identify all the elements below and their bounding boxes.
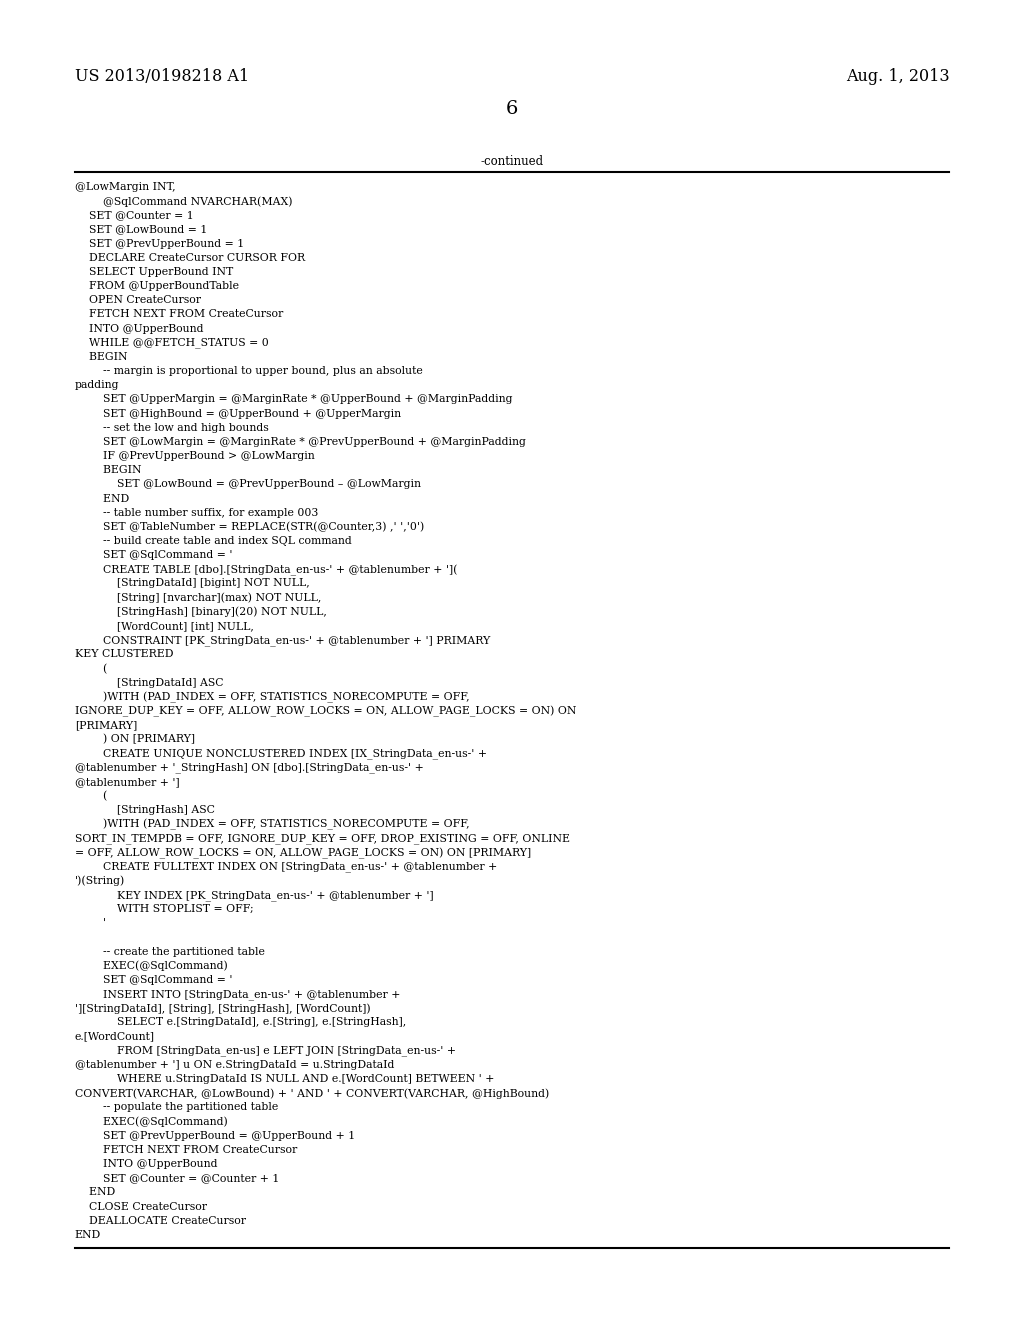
- Text: SORT_IN_TEMPDB = OFF, IGNORE_DUP_KEY = OFF, DROP_EXISTING = OFF, ONLINE: SORT_IN_TEMPDB = OFF, IGNORE_DUP_KEY = O…: [75, 833, 569, 843]
- Text: ) ON [PRIMARY]: ) ON [PRIMARY]: [75, 734, 195, 744]
- Text: IF @PrevUpperBound > @LowMargin: IF @PrevUpperBound > @LowMargin: [75, 451, 314, 461]
- Text: 6: 6: [506, 100, 518, 117]
- Text: e.[WordCount]: e.[WordCount]: [75, 1032, 155, 1041]
- Text: SET @Counter = 1: SET @Counter = 1: [75, 210, 194, 220]
- Text: @tablenumber + '_StringHash] ON [dbo].[StringData_en-us-' +: @tablenumber + '_StringHash] ON [dbo].[S…: [75, 763, 424, 774]
- Text: (: (: [75, 791, 108, 801]
- Text: -- set the low and high bounds: -- set the low and high bounds: [75, 422, 268, 433]
- Text: END: END: [75, 494, 129, 503]
- Text: -- margin is proportional to upper bound, plus an absolute: -- margin is proportional to upper bound…: [75, 366, 423, 376]
- Text: CREATE FULLTEXT INDEX ON [StringData_en-us-' + @tablenumber +: CREATE FULLTEXT INDEX ON [StringData_en-…: [75, 862, 497, 873]
- Text: @LowMargin INT,: @LowMargin INT,: [75, 182, 175, 191]
- Text: FETCH NEXT FROM CreateCursor: FETCH NEXT FROM CreateCursor: [75, 1144, 297, 1155]
- Text: SELECT UpperBound INT: SELECT UpperBound INT: [75, 267, 233, 277]
- Text: WHILE @@FETCH_STATUS = 0: WHILE @@FETCH_STATUS = 0: [75, 338, 268, 348]
- Text: [PRIMARY]: [PRIMARY]: [75, 721, 137, 730]
- Text: @tablenumber + ']: @tablenumber + ']: [75, 776, 179, 787]
- Text: FROM [StringData_en-us] e LEFT JOIN [StringData_en-us-' +: FROM [StringData_en-us] e LEFT JOIN [Str…: [75, 1045, 456, 1056]
- Text: SET @SqlCommand = ': SET @SqlCommand = ': [75, 975, 232, 985]
- Text: [StringDataId] ASC: [StringDataId] ASC: [75, 677, 223, 688]
- Text: -- table number suffix, for example 003: -- table number suffix, for example 003: [75, 508, 318, 517]
- Text: DEALLOCATE CreateCursor: DEALLOCATE CreateCursor: [75, 1216, 246, 1226]
- Text: SELECT e.[StringDataId], e.[String], e.[StringHash],: SELECT e.[StringDataId], e.[String], e.[…: [75, 1018, 406, 1027]
- Text: CREATE TABLE [dbo].[StringData_en-us-' + @tablenumber + '](: CREATE TABLE [dbo].[StringData_en-us-' +…: [75, 565, 458, 576]
- Text: ': ': [75, 919, 105, 928]
- Text: @SqlCommand NVARCHAR(MAX): @SqlCommand NVARCHAR(MAX): [75, 197, 292, 207]
- Text: )WITH (PAD_INDEX = OFF, STATISTICS_NORECOMPUTE = OFF,: )WITH (PAD_INDEX = OFF, STATISTICS_NOREC…: [75, 820, 469, 830]
- Text: SET @LowBound = 1: SET @LowBound = 1: [75, 224, 207, 235]
- Text: [StringHash] [binary](20) NOT NULL,: [StringHash] [binary](20) NOT NULL,: [75, 607, 327, 618]
- Text: SET @UpperMargin = @MarginRate * @UpperBound + @MarginPadding: SET @UpperMargin = @MarginRate * @UpperB…: [75, 395, 512, 404]
- Text: CONVERT(VARCHAR, @LowBound) + ' AND ' + CONVERT(VARCHAR, @HighBound): CONVERT(VARCHAR, @LowBound) + ' AND ' + …: [75, 1088, 549, 1098]
- Text: KEY CLUSTERED: KEY CLUSTERED: [75, 649, 173, 659]
- Text: EXEC(@SqlCommand): EXEC(@SqlCommand): [75, 1117, 227, 1127]
- Text: BEGIN: BEGIN: [75, 352, 127, 362]
- Text: -continued: -continued: [480, 154, 544, 168]
- Text: -- create the partitioned table: -- create the partitioned table: [75, 946, 264, 957]
- Text: BEGIN: BEGIN: [75, 465, 141, 475]
- Text: [StringDataId] [bigint] NOT NULL,: [StringDataId] [bigint] NOT NULL,: [75, 578, 309, 589]
- Text: DECLARE CreateCursor CURSOR FOR: DECLARE CreateCursor CURSOR FOR: [75, 253, 305, 263]
- Text: KEY INDEX [PK_StringData_en-us-' + @tablenumber + ']: KEY INDEX [PK_StringData_en-us-' + @tabl…: [75, 890, 433, 900]
- Text: SET @LowMargin = @MarginRate * @PrevUpperBound + @MarginPadding: SET @LowMargin = @MarginRate * @PrevUppe…: [75, 437, 525, 447]
- Text: INSERT INTO [StringData_en-us-' + @tablenumber +: INSERT INTO [StringData_en-us-' + @table…: [75, 989, 400, 999]
- Text: SET @LowBound = @PrevUpperBound – @LowMargin: SET @LowBound = @PrevUpperBound – @LowMa…: [75, 479, 421, 490]
- Text: SET @HighBound = @UpperBound + @UpperMargin: SET @HighBound = @UpperBound + @UpperMar…: [75, 409, 400, 418]
- Text: OPEN CreateCursor: OPEN CreateCursor: [75, 296, 201, 305]
- Text: Aug. 1, 2013: Aug. 1, 2013: [846, 69, 949, 84]
- Text: US 2013/0198218 A1: US 2013/0198218 A1: [75, 69, 249, 84]
- Text: [String] [nvarchar](max) NOT NULL,: [String] [nvarchar](max) NOT NULL,: [75, 593, 322, 603]
- Text: @tablenumber + '] u ON e.StringDataId = u.StringDataId: @tablenumber + '] u ON e.StringDataId = …: [75, 1060, 394, 1071]
- Text: )WITH (PAD_INDEX = OFF, STATISTICS_NORECOMPUTE = OFF,: )WITH (PAD_INDEX = OFF, STATISTICS_NOREC…: [75, 692, 469, 704]
- Text: SET @TableNumber = REPLACE(STR(@Counter,3) ,' ','0'): SET @TableNumber = REPLACE(STR(@Counter,…: [75, 521, 424, 532]
- Text: -- build create table and index SQL command: -- build create table and index SQL comm…: [75, 536, 351, 546]
- Text: CREATE UNIQUE NONCLUSTERED INDEX [IX_StringData_en-us-' +: CREATE UNIQUE NONCLUSTERED INDEX [IX_Str…: [75, 748, 486, 759]
- Text: = OFF, ALLOW_ROW_LOCKS = ON, ALLOW_PAGE_LOCKS = ON) ON [PRIMARY]: = OFF, ALLOW_ROW_LOCKS = ON, ALLOW_PAGE_…: [75, 847, 530, 859]
- Text: FETCH NEXT FROM CreateCursor: FETCH NEXT FROM CreateCursor: [75, 309, 283, 319]
- Text: EXEC(@SqlCommand): EXEC(@SqlCommand): [75, 961, 227, 972]
- Text: SET @PrevUpperBound = 1: SET @PrevUpperBound = 1: [75, 239, 244, 248]
- Text: SET @Counter = @Counter + 1: SET @Counter = @Counter + 1: [75, 1173, 280, 1183]
- Text: SET @PrevUpperBound = @UpperBound + 1: SET @PrevUpperBound = @UpperBound + 1: [75, 1131, 355, 1140]
- Text: END: END: [75, 1230, 101, 1239]
- Text: ')(String): ')(String): [75, 876, 125, 887]
- Text: INTO @UpperBound: INTO @UpperBound: [75, 1159, 217, 1170]
- Text: CONSTRAINT [PK_StringData_en-us-' + @tablenumber + '] PRIMARY: CONSTRAINT [PK_StringData_en-us-' + @tab…: [75, 635, 490, 645]
- Text: CLOSE CreateCursor: CLOSE CreateCursor: [75, 1201, 207, 1212]
- Text: FROM @UpperBoundTable: FROM @UpperBoundTable: [75, 281, 239, 292]
- Text: [StringHash] ASC: [StringHash] ASC: [75, 805, 215, 814]
- Text: IGNORE_DUP_KEY = OFF, ALLOW_ROW_LOCKS = ON, ALLOW_PAGE_LOCKS = ON) ON: IGNORE_DUP_KEY = OFF, ALLOW_ROW_LOCKS = …: [75, 706, 577, 717]
- Text: END: END: [75, 1188, 115, 1197]
- Text: -- populate the partitioned table: -- populate the partitioned table: [75, 1102, 278, 1113]
- Text: padding: padding: [75, 380, 119, 391]
- Text: SET @SqlCommand = ': SET @SqlCommand = ': [75, 550, 232, 560]
- Text: (: (: [75, 664, 108, 673]
- Text: WHERE u.StringDataId IS NULL AND e.[WordCount] BETWEEN ' +: WHERE u.StringDataId IS NULL AND e.[Word…: [75, 1074, 495, 1084]
- Text: '][StringDataId], [String], [StringHash], [WordCount]): '][StringDataId], [String], [StringHash]…: [75, 1003, 371, 1014]
- Text: INTO @UpperBound: INTO @UpperBound: [75, 323, 203, 334]
- Text: WITH STOPLIST = OFF;: WITH STOPLIST = OFF;: [75, 904, 253, 915]
- Text: [WordCount] [int] NULL,: [WordCount] [int] NULL,: [75, 620, 254, 631]
